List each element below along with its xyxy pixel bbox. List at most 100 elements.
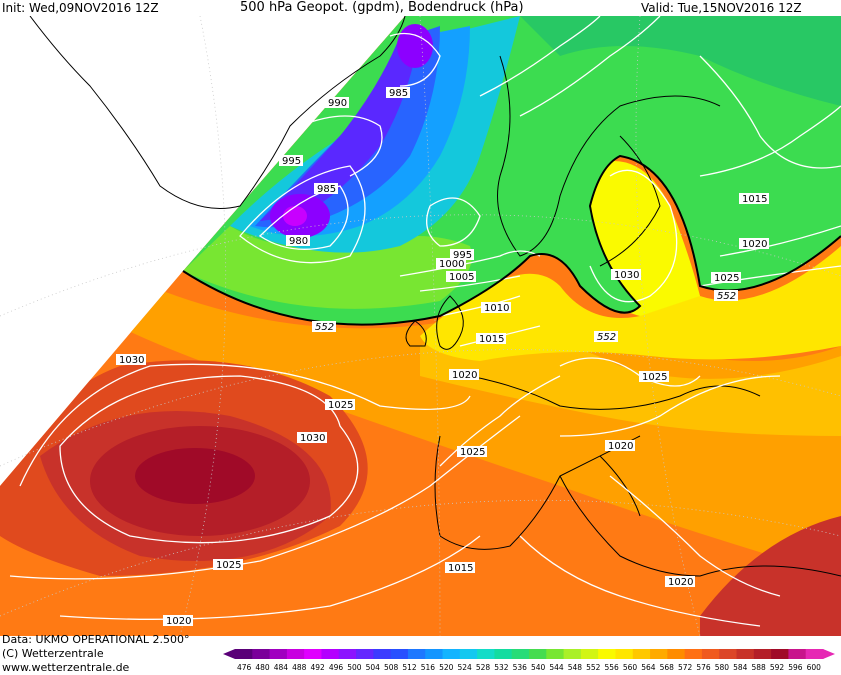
legend-label: 572: [678, 663, 693, 672]
svg-text:995: 995: [453, 250, 472, 261]
svg-text:552: 552: [315, 322, 334, 333]
svg-text:1015: 1015: [742, 194, 767, 205]
legend-label: 536: [513, 663, 528, 672]
valid-time: Valid: Tue,15NOV2016 12Z: [641, 1, 802, 15]
legend-swatch: [252, 649, 271, 659]
legend-label: 600: [807, 663, 822, 672]
legend-swatch: [321, 649, 340, 659]
legend-label: 552: [586, 663, 601, 672]
svg-text:1030: 1030: [300, 433, 325, 444]
legend-swatch: [529, 649, 547, 659]
pressure-label: 1015: [476, 333, 506, 345]
svg-text:1020: 1020: [166, 616, 191, 627]
legend-label: 596: [788, 663, 803, 672]
pressure-label: 1025: [457, 446, 487, 458]
legend-label: 576: [696, 663, 711, 672]
legend-label: 592: [770, 663, 785, 672]
svg-text:1020: 1020: [608, 441, 633, 452]
pressure-label: 1005: [446, 271, 476, 283]
legend-label: 540: [531, 663, 546, 672]
isobars: [9, 16, 841, 627]
legend-swatch: [286, 649, 305, 659]
legend-swatch: [494, 649, 513, 659]
legend-arrow-left: [223, 649, 235, 659]
legend-label: 488: [292, 663, 307, 672]
legend-label: 548: [568, 663, 583, 672]
legend-swatch: [788, 649, 807, 659]
svg-text:1025: 1025: [642, 372, 667, 383]
legend-swatch: [459, 649, 478, 659]
legend-swatch: [632, 649, 651, 659]
svg-text:1010: 1010: [484, 303, 509, 314]
svg-text:1020: 1020: [452, 370, 477, 381]
svg-text:1025: 1025: [216, 560, 241, 571]
height-label: 552: [594, 331, 618, 343]
legend-label: 556: [605, 663, 620, 672]
svg-text:1030: 1030: [119, 355, 144, 366]
svg-text:990: 990: [328, 98, 347, 109]
svg-text:1025: 1025: [460, 447, 485, 458]
pressure-label: 980: [286, 235, 310, 247]
legend-label: 504: [366, 663, 381, 672]
website: www.wetterzentrale.de: [2, 661, 130, 674]
legend-swatch: [373, 649, 392, 659]
pressure-label: 995: [279, 155, 303, 167]
pressure-label: 1025: [639, 371, 669, 383]
legend-swatch: [304, 649, 322, 659]
pressure-label: 1030: [116, 354, 146, 366]
legend-label: 484: [274, 663, 289, 672]
svg-text:1030: 1030: [614, 270, 639, 281]
pressure-label: 985: [386, 87, 410, 99]
weather-map: 990 985 995 985 980 995 1000 1005 1010 1…: [0, 16, 841, 636]
pressure-label: 1010: [481, 302, 511, 314]
legend-label: 588: [752, 663, 767, 672]
data-source: Data: UKMO OPERATIONAL 2.500°: [2, 633, 190, 646]
legend-swatch: [719, 649, 738, 659]
legend-label: 512: [402, 663, 417, 672]
pressure-label: 1015: [445, 562, 475, 574]
colour-legend: 476 480 484 488 492 496 500 504 508 512 516 520 524 5…: [223, 649, 835, 672]
legend-swatch: [805, 649, 824, 659]
svg-text:1020: 1020: [742, 239, 767, 250]
legend-swatch: [684, 649, 703, 659]
legend-swatch: [390, 649, 409, 659]
pressure-label: 985: [314, 183, 338, 195]
pressure-label: 1020: [163, 615, 193, 627]
legend-swatch: [546, 649, 565, 659]
svg-text:995: 995: [282, 156, 301, 167]
legend-label: 508: [384, 663, 399, 672]
legend-swatch: [701, 649, 720, 659]
pressure-label: 995: [450, 249, 474, 261]
legend-label: 528: [476, 663, 491, 672]
legend-swatch: [269, 649, 288, 659]
svg-text:1005: 1005: [449, 272, 474, 283]
svg-text:1020: 1020: [668, 577, 693, 588]
pressure-label: 1015: [739, 193, 769, 205]
legend-label: 496: [329, 663, 344, 672]
svg-text:1025: 1025: [328, 400, 353, 411]
legend-swatch: [771, 649, 789, 659]
height-labels: 552 552 552: [312, 290, 738, 343]
copyright: (C) Wetterzentrale: [2, 647, 104, 660]
svg-text:552: 552: [597, 332, 616, 343]
svg-text:1000: 1000: [439, 259, 464, 270]
legend-label: 584: [733, 663, 748, 672]
legend-swatch: [650, 649, 668, 659]
coastlines: [29, 16, 841, 577]
map-header: Init: Wed,09NOV2016 12Z 500 hPa Geopot. …: [0, 0, 841, 16]
legend-label: 516: [421, 663, 436, 672]
svg-text:552: 552: [717, 291, 736, 302]
pressure-label: 1020: [605, 440, 635, 452]
contour-552: [182, 154, 841, 326]
map-title: 500 hPa Geopot. (gpdm), Bodendruck (hPa): [240, 0, 524, 15]
legend-swatch: [511, 649, 530, 659]
svg-text:1025: 1025: [714, 273, 739, 284]
legend-swatch: [356, 649, 374, 659]
pressure-label: 1000: [436, 258, 466, 270]
legend-arrow-right: [823, 649, 835, 659]
svg-text:985: 985: [389, 88, 408, 99]
legend-label: 564: [641, 663, 656, 672]
legend-label: 532: [494, 663, 509, 672]
pressure-label: 1025: [325, 399, 355, 411]
legend-swatch: [580, 649, 599, 659]
